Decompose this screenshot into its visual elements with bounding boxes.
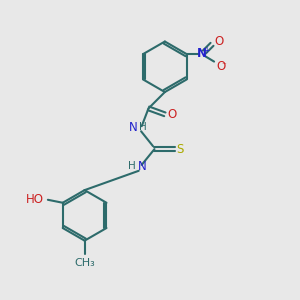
Text: N: N <box>137 160 146 172</box>
Text: ⁻: ⁻ <box>221 61 226 70</box>
Text: O: O <box>214 35 223 48</box>
Text: +: + <box>203 46 209 55</box>
Text: H: H <box>139 122 146 132</box>
Text: O: O <box>217 60 226 74</box>
Text: S: S <box>177 142 184 156</box>
Text: O: O <box>167 108 176 121</box>
Text: HO: HO <box>26 193 44 206</box>
Text: H: H <box>128 161 136 171</box>
Text: N: N <box>129 121 138 134</box>
Text: CH₃: CH₃ <box>74 259 95 269</box>
Text: N: N <box>197 47 207 60</box>
